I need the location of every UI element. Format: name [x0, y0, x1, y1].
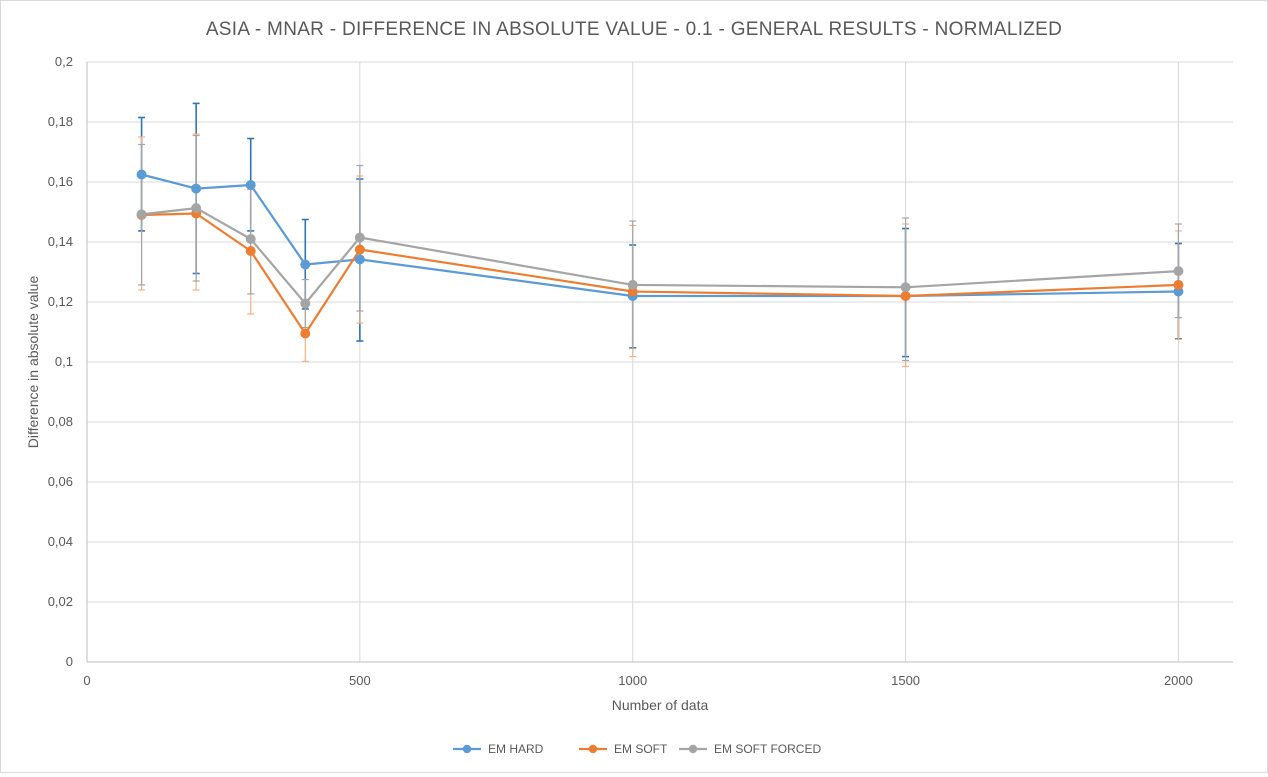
- data-point: [354, 244, 365, 255]
- chart-title: ASIA - MNAR - DIFFERENCE IN ABSOLUTE VAL…: [206, 19, 1062, 40]
- data-point: [245, 245, 256, 256]
- y-tick-label: 0,04: [48, 534, 73, 549]
- y-tick-label: 0,18: [48, 114, 73, 129]
- y-tick-label: 0,12: [48, 294, 73, 309]
- series-line-1: [141, 212, 1179, 335]
- data-point: [354, 232, 365, 243]
- data-point: [300, 328, 311, 339]
- y-tick-label: 0,06: [48, 474, 73, 489]
- data-point: [136, 209, 147, 220]
- axes: [86, 62, 1233, 663]
- y-tick-label: 0,08: [48, 414, 73, 429]
- y-tick-label: 0,16: [48, 174, 73, 189]
- grid-lines: [87, 61, 1233, 662]
- y-tick-label: 0,2: [55, 54, 73, 69]
- y-tick-label: 0,02: [48, 594, 73, 609]
- series-points: [136, 169, 1184, 339]
- y-tick-label: 0,1: [55, 354, 73, 369]
- legend-entry: EM SOFT FORCED: [679, 742, 821, 756]
- legend-swatch-marker: [462, 744, 472, 754]
- data-point: [191, 203, 202, 214]
- legend-swatch-marker: [688, 744, 698, 754]
- x-tick-label: 500: [349, 673, 371, 688]
- data-point: [1173, 279, 1184, 290]
- series-line-2: [141, 207, 1179, 305]
- data-point: [900, 290, 911, 301]
- data-point: [354, 254, 365, 265]
- y-tick-label: 0,14: [48, 234, 73, 249]
- x-tick-label: 0: [83, 673, 90, 688]
- legend-label: EM SOFT: [614, 742, 668, 756]
- x-tick-label: 2000: [1164, 673, 1193, 688]
- data-point: [627, 279, 638, 290]
- x-tick-labels: 0 500 1000 1500 2000: [83, 673, 1193, 688]
- y-axis-label: Difference in absolute value: [25, 276, 41, 449]
- data-point: [300, 259, 311, 270]
- data-point: [191, 183, 202, 194]
- legend-label: EM HARD: [488, 742, 544, 756]
- x-tick-label: 1500: [891, 673, 920, 688]
- legend-entry: EM HARD: [453, 742, 544, 756]
- x-tick-label: 1000: [618, 673, 647, 688]
- data-point: [245, 233, 256, 244]
- series-line-0: [141, 173, 1179, 298]
- data-point: [136, 169, 147, 180]
- legend-entry: EM SOFT: [579, 742, 668, 756]
- data-point: [245, 179, 256, 190]
- y-tick-label: 0: [66, 654, 73, 669]
- x-axis-label: Number of data: [612, 697, 709, 713]
- y-tick-labels: 0 0,02 0,04 0,06 0,08 0,1 0,12 0,14 0,16 0,18 0,2: [48, 54, 73, 669]
- series-lines: [141, 173, 1179, 335]
- data-point: [1173, 266, 1184, 277]
- data-point: [900, 282, 911, 293]
- legend: EM HARD EM SOFT EM SOFT FORCED: [453, 742, 821, 756]
- error-bars: [138, 102, 1182, 368]
- data-point: [300, 298, 311, 309]
- legend-label: EM SOFT FORCED: [714, 742, 821, 756]
- legend-swatch-marker: [588, 744, 598, 754]
